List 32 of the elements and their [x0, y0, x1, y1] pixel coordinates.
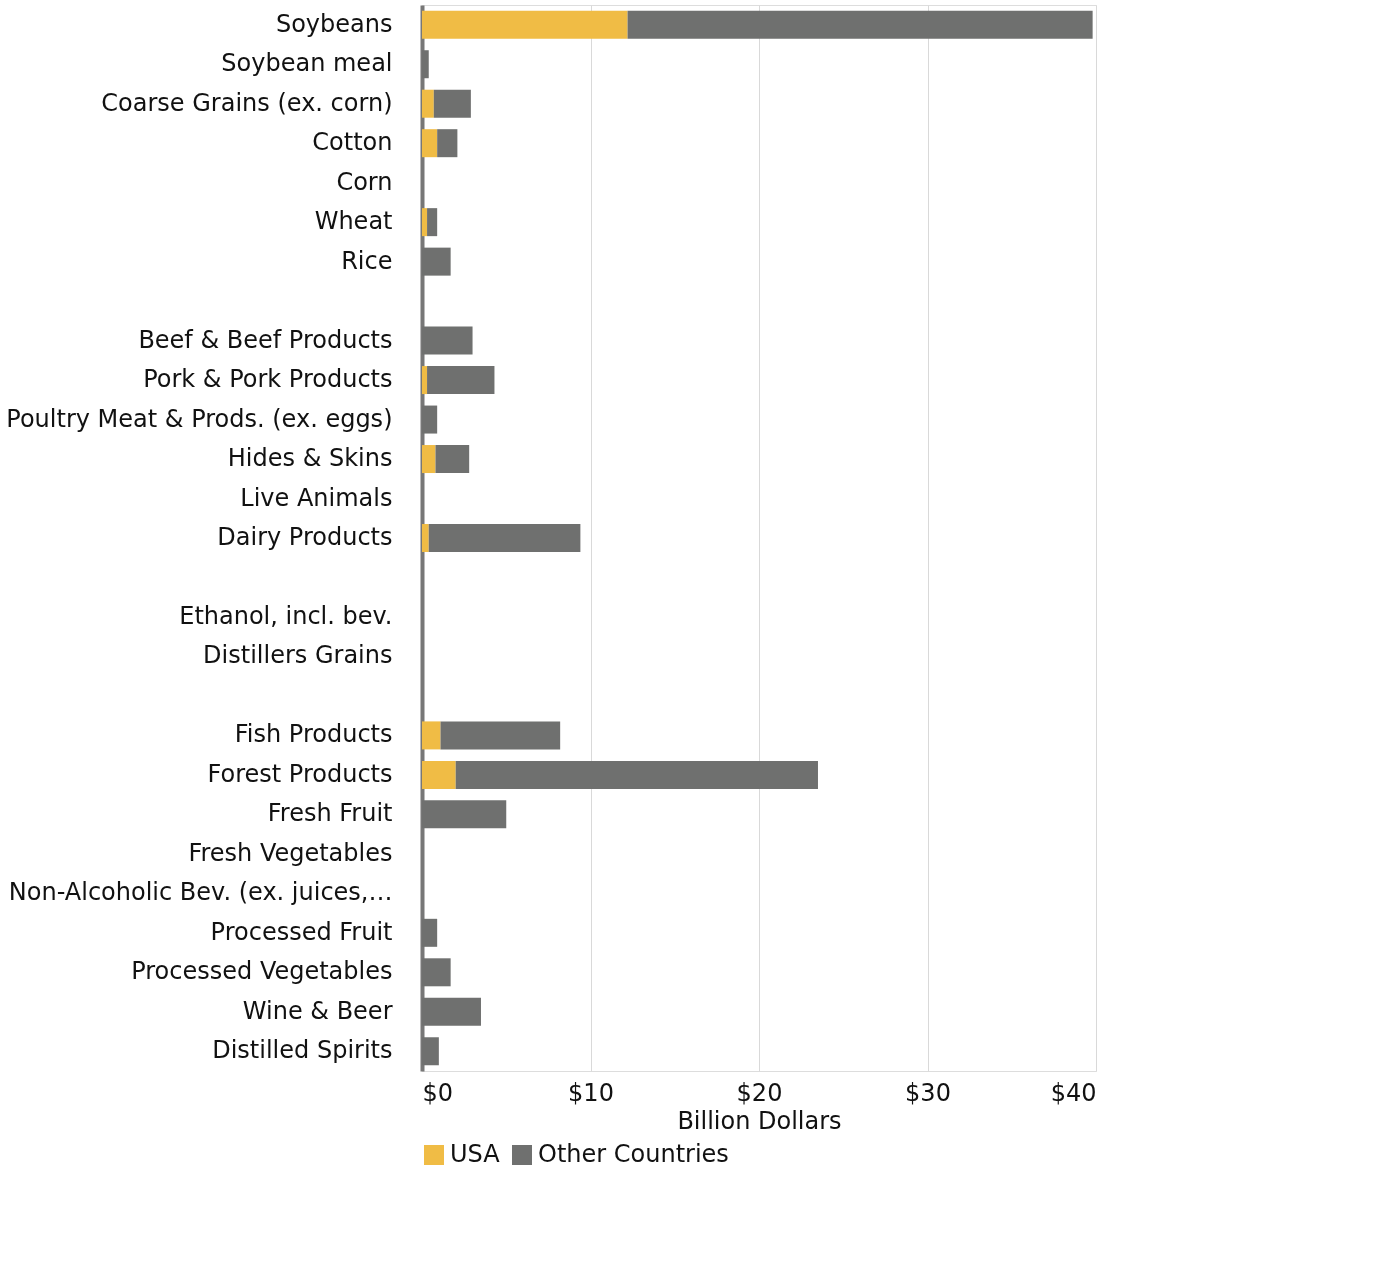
y-tick-label: Coarse Grains (ex. corn): [101, 88, 393, 117]
x-tick-label: $30: [905, 1078, 951, 1107]
y-tick-label: Processed Vegetables: [131, 957, 393, 986]
y-tick-label: Live Animals: [240, 483, 393, 512]
y-tick-label: Pork & Pork Products: [143, 365, 393, 394]
y-tick-label: Distilled Spirits: [212, 1036, 393, 1065]
y-tick-label: Corn: [336, 167, 393, 196]
y-tick-label: Soybean meal: [221, 49, 393, 78]
legend-label: USA: [450, 1140, 501, 1168]
x-tick-label: $0: [422, 1078, 454, 1107]
y-tick-label: Fresh Fruit: [267, 799, 393, 828]
y-tick-label: Non-Alcoholic Bev. (ex. juices,…: [8, 878, 393, 907]
legend-label: Other Countries: [538, 1140, 729, 1168]
y-tick-label: Distillers Grains: [203, 641, 393, 670]
x-axis-title: Billion Dollars: [677, 1106, 842, 1135]
y-tick-label: Wine & Beer: [242, 996, 393, 1025]
y-tick-label: Fresh Vegetables: [188, 838, 393, 867]
y-tick-label: Wheat: [314, 207, 393, 236]
y-tick-label: Fish Products: [234, 720, 393, 749]
y-tick-label: Ethanol, incl. bev.: [179, 601, 393, 630]
y-tick-label: Beef & Beef Products: [138, 325, 393, 354]
x-tick-label: $40: [1050, 1078, 1097, 1107]
x-tick-label: $20: [736, 1078, 783, 1107]
y-tick-label: Rice: [341, 246, 393, 275]
y-tick-label: Cotton: [312, 128, 393, 157]
y-tick-label: Poultry Meat & Prods. (ex. eggs): [6, 404, 393, 433]
y-tick-label: Hides & Skins: [227, 444, 393, 473]
y-tick-label: Forest Products: [207, 759, 393, 788]
y-tick-label: Dairy Products: [217, 523, 393, 551]
x-tick-label: $10: [568, 1078, 614, 1107]
y-tick-label: Processed Fruit: [210, 917, 393, 946]
y-tick-label: Soybeans: [275, 9, 393, 38]
